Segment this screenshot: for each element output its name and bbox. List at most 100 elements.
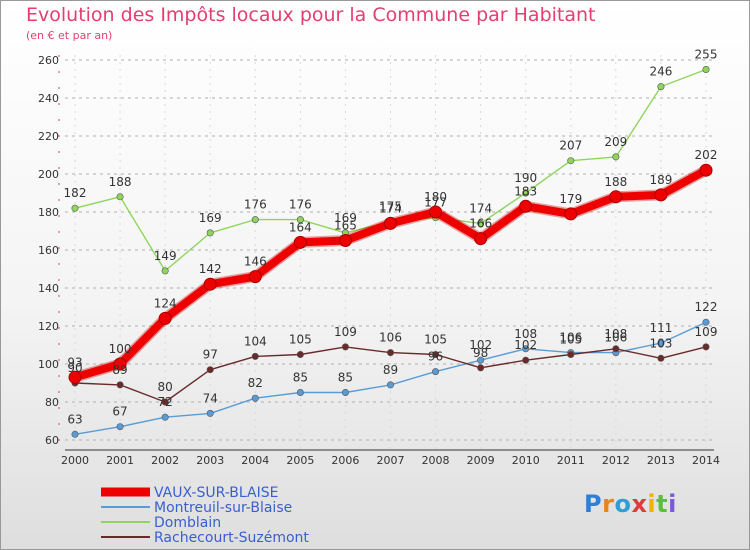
data-point-montreuil-sur-blaise (341, 388, 349, 396)
data-point-montreuil-sur-blaise (116, 423, 124, 431)
data-label-domblain: 175 (379, 200, 402, 214)
data-point-domblain (251, 216, 259, 224)
data-point-rachecourt-suzemont (477, 364, 485, 372)
y-tick-label: 120 (38, 320, 59, 333)
data-label-vaux-sur-blaise: 165 (334, 219, 357, 233)
data-point-montreuil-sur-blaise (386, 381, 394, 389)
data-label-vaux-sur-blaise: 164 (289, 220, 312, 234)
data-label-domblain: 190 (514, 171, 537, 185)
data-label-domblain: 176 (289, 198, 312, 212)
data-label-rachecourt-suzemont: 109 (695, 325, 718, 339)
data-point-rachecourt-suzemont (702, 343, 710, 351)
data-point-montreuil-sur-blaise (702, 318, 710, 326)
x-tick-label: 2010 (512, 454, 540, 467)
data-point-montreuil-sur-blaise (477, 356, 485, 364)
data-point-rachecourt-suzemont (657, 354, 665, 362)
data-point-montreuil-sur-blaise (432, 368, 440, 376)
data-label-vaux-sur-blaise: 202 (695, 148, 718, 162)
data-point-vaux-sur-blaise (293, 235, 307, 249)
data-point-rachecourt-suzemont (522, 356, 530, 364)
data-point-vaux-sur-blaise (203, 277, 217, 291)
data-label-montreuil-sur-blaise: 108 (514, 327, 537, 341)
data-point-domblain (567, 157, 575, 165)
data-label-rachecourt-suzemont: 103 (649, 336, 672, 350)
data-point-vaux-sur-blaise (474, 232, 488, 246)
x-tick-label: 2011 (557, 454, 585, 467)
data-label-rachecourt-suzemont: 80 (158, 380, 173, 394)
data-point-rachecourt-suzemont (161, 398, 169, 406)
data-point-montreuil-sur-blaise (161, 413, 169, 421)
data-label-rachecourt-suzemont: 105 (559, 333, 582, 347)
data-point-rachecourt-suzemont (612, 345, 620, 353)
data-point-rachecourt-suzemont (116, 381, 124, 389)
x-tick-label: 2007 (377, 454, 405, 467)
data-label-vaux-sur-blaise: 180 (424, 190, 447, 204)
data-label-domblain: 188 (109, 175, 132, 189)
chart-title: Evolution des Impôts locaux pour la Comm… (26, 4, 596, 26)
data-point-vaux-sur-blaise (519, 199, 533, 213)
data-label-vaux-sur-blaise: 188 (604, 175, 627, 189)
data-label-vaux-sur-blaise: 174 (379, 201, 402, 215)
data-label-montreuil-sur-blaise: 122 (695, 300, 718, 314)
data-label-domblain: 177 (424, 196, 447, 210)
data-label-rachecourt-suzemont: 106 (379, 331, 402, 345)
x-tick-label: 2005 (286, 454, 314, 467)
data-label-domblain: 207 (559, 139, 582, 153)
data-point-rachecourt-suzemont (341, 343, 349, 351)
data-label-domblain: 174 (469, 201, 492, 215)
data-point-rachecourt-suzemont (432, 350, 440, 358)
proxiti-logo: Proxiti (584, 490, 677, 518)
data-point-vaux-sur-blaise (158, 311, 172, 325)
data-label-vaux-sur-blaise: 189 (649, 173, 672, 187)
data-point-vaux-sur-blaise (113, 357, 127, 371)
y-tick-label: 100 (38, 358, 59, 371)
data-label-rachecourt-suzemont: 90 (67, 361, 82, 375)
y-tick-label: 200 (38, 168, 59, 181)
legend-label-rachecourt-suzemont: Rachecourt-Suzémont (154, 530, 309, 546)
data-label-vaux-sur-blaise: 100 (109, 342, 132, 356)
data-label-domblain: 246 (649, 65, 672, 79)
y-tick-label: 160 (38, 244, 59, 257)
data-label-domblain: 255 (695, 48, 718, 62)
data-point-montreuil-sur-blaise (657, 339, 665, 347)
data-point-rachecourt-suzemont (206, 366, 214, 374)
data-label-montreuil-sur-blaise: 106 (559, 331, 582, 345)
data-point-domblain (702, 66, 710, 74)
data-label-rachecourt-suzemont: 108 (604, 327, 627, 341)
data-point-vaux-sur-blaise (654, 188, 668, 202)
data-label-rachecourt-suzemont: 105 (424, 333, 447, 347)
data-point-domblain (522, 189, 530, 197)
chart-subtitle: (en € et par an) (26, 29, 113, 42)
data-point-rachecourt-suzemont (567, 350, 575, 358)
data-label-vaux-sur-blaise: 142 (199, 262, 222, 276)
data-label-domblain: 169 (334, 211, 357, 225)
data-label-vaux-sur-blaise: 93 (67, 355, 82, 369)
data-point-montreuil-sur-blaise (522, 345, 530, 353)
data-point-vaux-sur-blaise (609, 190, 623, 204)
data-label-montreuil-sur-blaise: 85 (293, 371, 308, 385)
data-label-rachecourt-suzemont: 105 (289, 333, 312, 347)
x-tick-label: 2003 (196, 454, 224, 467)
data-label-rachecourt-suzemont: 97 (203, 348, 218, 362)
data-label-montreuil-sur-blaise: 96 (428, 350, 443, 364)
data-point-vaux-sur-blaise (68, 370, 82, 384)
data-label-rachecourt-suzemont: 109 (334, 325, 357, 339)
data-label-montreuil-sur-blaise: 67 (112, 405, 127, 419)
data-label-montreuil-sur-blaise: 111 (649, 321, 672, 335)
data-point-vaux-sur-blaise (699, 163, 713, 177)
data-label-montreuil-sur-blaise: 72 (158, 395, 173, 409)
data-label-domblain: 149 (154, 249, 177, 263)
data-point-vaux-sur-blaise (384, 216, 397, 230)
data-label-rachecourt-suzemont: 89 (112, 363, 127, 377)
x-tick-label: 2013 (647, 454, 675, 467)
data-label-vaux-sur-blaise: 146 (244, 255, 267, 269)
data-point-rachecourt-suzemont (296, 350, 304, 358)
x-tick-label: 2009 (467, 454, 495, 467)
data-label-montreuil-sur-blaise: 89 (383, 363, 398, 377)
data-label-montreuil-sur-blaise: 63 (67, 412, 82, 426)
x-tick-label: 2008 (422, 454, 450, 467)
data-label-rachecourt-suzemont: 102 (514, 338, 537, 352)
data-label-montreuil-sur-blaise: 102 (469, 338, 492, 352)
data-label-montreuil-sur-blaise: 82 (248, 376, 263, 390)
data-label-montreuil-sur-blaise: 74 (203, 391, 218, 405)
